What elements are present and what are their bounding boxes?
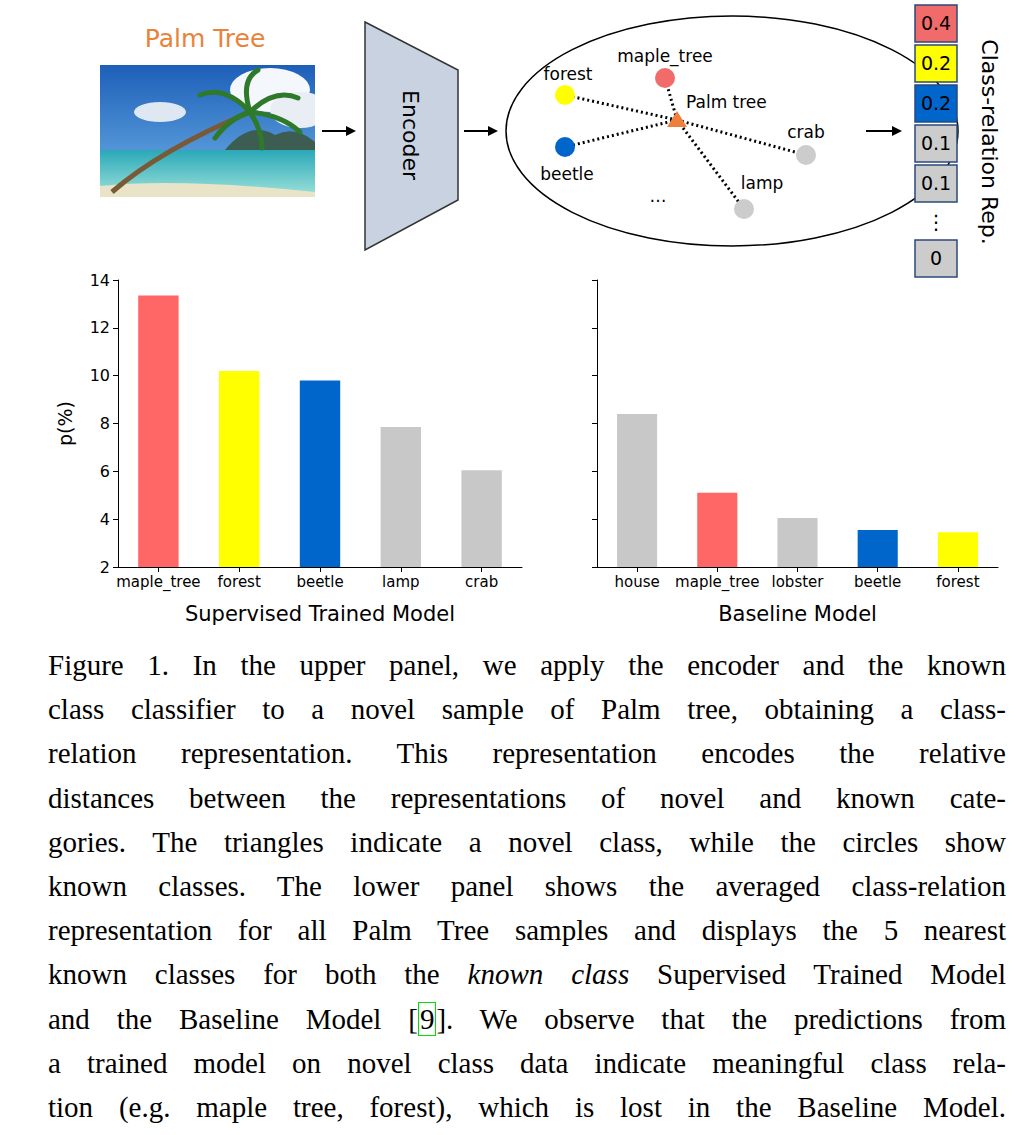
svg-text:Encoder: Encoder <box>398 90 423 181</box>
svg-text:crab: crab <box>465 573 498 591</box>
html-text:representation for all Palm Tr: representation for all Palm Tree samples… <box>48 914 1006 947</box>
svg-text:Palm Tree: Palm Tree <box>145 24 266 53</box>
html-text:class classifier to a novel sa: class classifier to a novel sample of Pa… <box>48 693 1006 726</box>
svg-text:Palm tree: Palm tree <box>686 92 767 112</box>
svg-text:forest: forest <box>936 573 979 591</box>
html-text:and the Baseline Model [9]. We: and the Baseline Model [9]. We observe t… <box>48 1002 1006 1035</box>
svg-text:beetle: beetle <box>540 164 594 184</box>
html-text:tion (e.g. maple tree, forest): tion (e.g. maple tree, forest), which is… <box>48 1090 1006 1123</box>
svg-text:0.4: 0.4 <box>921 12 951 34</box>
svg-text:2: 2 <box>100 558 110 577</box>
html-text:known classes for both the kno: known classes for both the known class S… <box>48 958 1006 991</box>
html-text:known classes. The lower panel: known classes. The lower panel shows the… <box>48 869 1006 902</box>
svg-text:house: house <box>614 573 659 591</box>
svg-text:beetle: beetle <box>296 573 343 591</box>
html-text:relation representation. This: relation representation. This representa… <box>48 737 1006 770</box>
svg-text:Supervised Trained Model: Supervised Trained Model <box>185 602 455 626</box>
svg-text:⋮: ⋮ <box>926 210 946 234</box>
svg-text:lobster: lobster <box>772 573 825 591</box>
svg-text:lamp: lamp <box>382 573 420 591</box>
html-text:a trained model on novel class: a trained model on novel class data indi… <box>48 1046 1006 1079</box>
html-text:gories. The triangles indicate: gories. The triangles indicate a novel c… <box>48 825 1006 858</box>
svg-text:beetle: beetle <box>854 573 901 591</box>
svg-text:14: 14 <box>90 271 110 290</box>
svg-text:p(%): p(%) <box>54 401 76 446</box>
svg-text:12: 12 <box>90 318 110 337</box>
svg-text:maple_tree: maple_tree <box>675 573 759 592</box>
svg-text:crab: crab <box>787 122 825 142</box>
svg-text:0.1: 0.1 <box>921 172 951 194</box>
svg-text:Baseline Model: Baseline Model <box>718 602 877 626</box>
svg-text:maple_tree: maple_tree <box>617 46 713 67</box>
html-text:distances between the represen: distances between the representations of… <box>48 781 1006 814</box>
svg-text:4: 4 <box>100 510 110 529</box>
svg-text:forest: forest <box>544 64 593 84</box>
svg-text:6: 6 <box>100 462 110 481</box>
svg-text:0.2: 0.2 <box>921 52 951 74</box>
svg-text:forest: forest <box>218 573 261 591</box>
svg-text:…: … <box>650 186 667 206</box>
svg-text:lamp: lamp <box>741 173 784 193</box>
svg-text:10: 10 <box>90 366 110 385</box>
html-text:Figure 1. In the upper panel,: Figure 1. In the upper panel, we apply t… <box>48 649 1006 681</box>
svg-text:Class-relation Rep.: Class-relation Rep. <box>977 39 1002 244</box>
svg-text:0.2: 0.2 <box>921 92 951 114</box>
svg-text:0: 0 <box>930 247 942 269</box>
svg-text:maple_tree: maple_tree <box>116 573 200 592</box>
svg-text:8: 8 <box>100 414 110 433</box>
svg-text:0.1: 0.1 <box>921 132 951 154</box>
